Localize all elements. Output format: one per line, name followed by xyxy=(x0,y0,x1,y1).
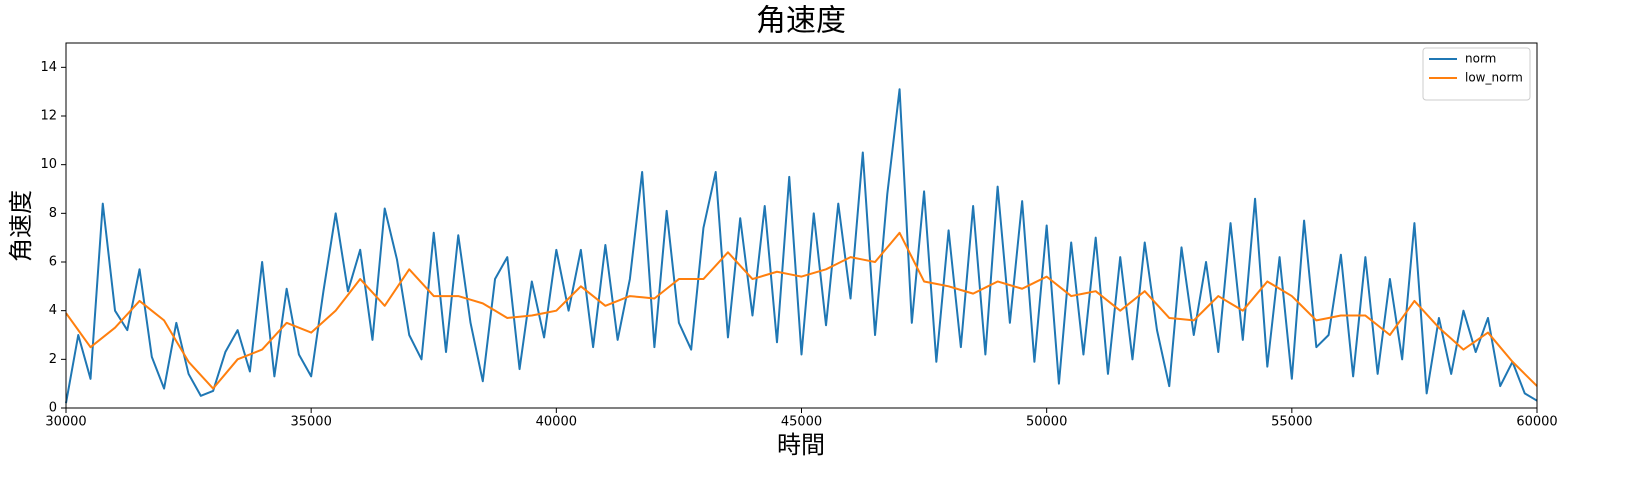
legend-box xyxy=(1422,47,1531,101)
plot-frame xyxy=(65,42,1538,409)
y-axis-label: 角速度 xyxy=(7,190,35,262)
x-tick-label: 35000 xyxy=(290,415,331,430)
legend-label: norm xyxy=(1465,52,1496,66)
y-tick-label: 2 xyxy=(49,352,57,367)
x-tick-label: 55000 xyxy=(1271,415,1312,430)
x-tick-label: 45000 xyxy=(781,415,822,430)
data-line xyxy=(65,231,1538,390)
y-tick-label: 10 xyxy=(40,157,57,172)
y-tick-label: 6 xyxy=(49,255,57,270)
chart-title: 角速度 xyxy=(756,4,846,39)
x-tick-label: 30000 xyxy=(45,415,86,430)
x-tick-label: 50000 xyxy=(1026,415,1067,430)
y-tick-label: 14 xyxy=(40,60,57,75)
x-tick-label: 60000 xyxy=(1516,415,1557,430)
y-tick-label: 4 xyxy=(49,303,57,318)
y-tick-label: 12 xyxy=(40,109,57,124)
legend-label: low_norm xyxy=(1465,71,1523,85)
x-tick-label: 40000 xyxy=(536,415,577,430)
data-line xyxy=(65,88,1538,404)
y-tick-label: 8 xyxy=(49,206,57,221)
x-axis-label: 時間 xyxy=(777,431,825,459)
y-tick-label: 0 xyxy=(49,401,57,416)
